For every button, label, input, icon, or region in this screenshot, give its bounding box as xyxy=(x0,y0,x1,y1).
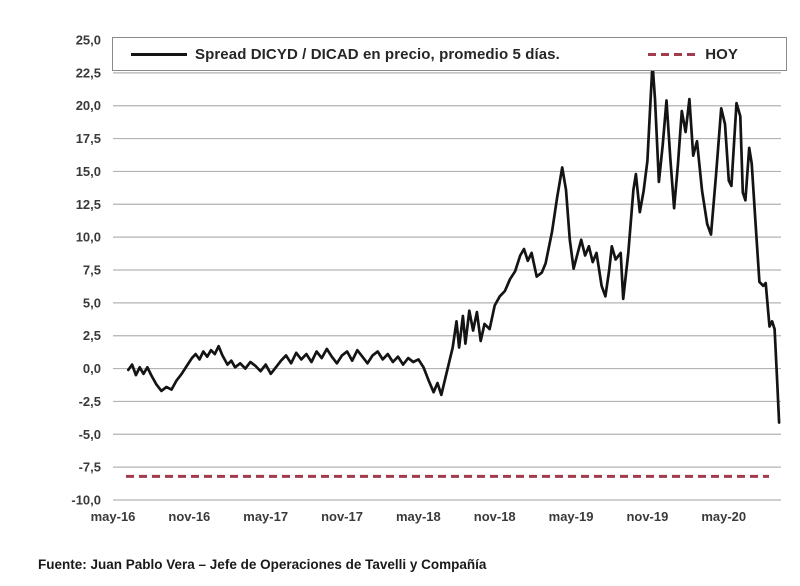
series-line-sample-icon xyxy=(131,52,187,56)
x-tick-label: may-19 xyxy=(549,509,594,524)
y-tick-label: 2,5 xyxy=(83,328,101,343)
series-legend-label: Spread DICYD / DICAD en precio, promedio… xyxy=(195,45,560,63)
legend: Spread DICYD / DICAD en precio, promedio… xyxy=(112,37,787,71)
y-tick-label: -7,5 xyxy=(79,460,101,475)
y-tick-label: 17,5 xyxy=(76,131,101,146)
x-tick-label: may-20 xyxy=(701,509,746,524)
x-tick-label: may-17 xyxy=(243,509,288,524)
y-tick-label: -5,0 xyxy=(79,427,101,442)
y-tick-label: -2,5 xyxy=(79,394,101,409)
x-tick-label: nov-19 xyxy=(626,509,668,524)
legend-series-entry: Spread DICYD / DICAD en precio, promedio… xyxy=(131,46,560,63)
y-tick-label: 12,5 xyxy=(76,197,101,212)
gridlines xyxy=(113,39,781,501)
y-tick-label: 15,0 xyxy=(76,164,101,179)
y-axis-tick-labels: 25,0 22,5 20,0 17,5 15,0 12,5 10,0 7,5 5,0 2,5 0,0… xyxy=(71,33,101,508)
x-tick-label: may-18 xyxy=(396,509,441,524)
y-tick-label: 22,5 xyxy=(76,65,101,80)
hoy-dash-sample-icon xyxy=(648,52,697,56)
spread-line-chart: 25,0 22,5 20,0 17,5 15,0 12,5 10,0 7,5 5,0 2,5 0,0… xyxy=(71,33,781,524)
hoy-legend-label: HOY xyxy=(705,45,738,63)
x-axis-tick-labels: may-16 nov-16 may-17 nov-17 may-18 nov-18 may-… xyxy=(91,509,747,524)
spread-series-polyline xyxy=(126,62,781,424)
x-tick-label: may-16 xyxy=(91,509,136,524)
y-tick-label: 7,5 xyxy=(83,263,101,278)
source-attribution: Fuente: Juan Pablo Vera – Jefe de Operac… xyxy=(38,557,487,572)
spread-series-line xyxy=(126,62,781,424)
y-tick-label: 25,0 xyxy=(76,33,101,48)
y-tick-label: -10,0 xyxy=(71,493,101,508)
x-tick-label: nov-17 xyxy=(321,509,363,524)
y-tick-label: 10,0 xyxy=(76,230,101,245)
y-tick-label: 0,0 xyxy=(83,361,101,376)
y-tick-label: 20,0 xyxy=(76,98,101,113)
y-tick-label: 5,0 xyxy=(83,295,101,310)
legend-hoy-entry: HOY xyxy=(648,46,738,63)
x-tick-label: nov-16 xyxy=(168,509,210,524)
x-tick-label: nov-18 xyxy=(474,509,516,524)
